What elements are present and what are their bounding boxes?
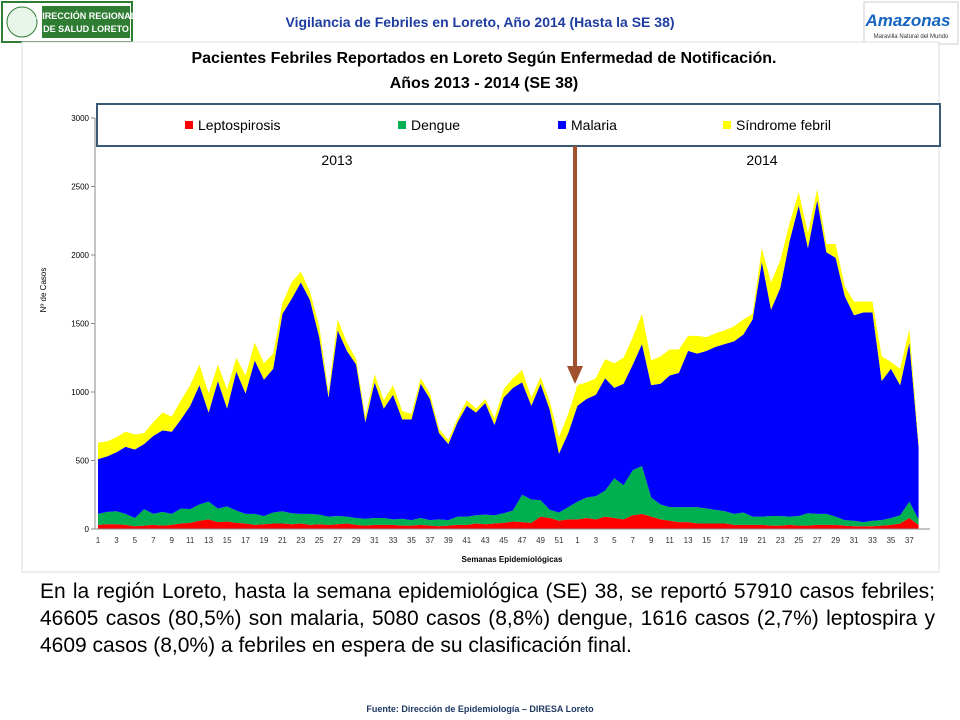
x-tick-label: 35	[407, 536, 416, 545]
chart-subtitle: Años 2013 - 2014 (SE 38)	[390, 75, 579, 92]
x-tick-label: 47	[518, 536, 527, 545]
x-tick-label: 15	[702, 536, 711, 545]
x-tick-label: 29	[831, 536, 840, 545]
x-tick-label: 1	[96, 536, 101, 545]
x-tick-label: 49	[536, 536, 545, 545]
logo-band	[42, 6, 130, 38]
legend-label: Malaria	[571, 117, 617, 133]
legend-swatch	[185, 121, 193, 129]
x-tick-label: 13	[204, 536, 213, 545]
x-tick-label: 19	[260, 536, 269, 545]
x-tick-label: 5	[133, 536, 138, 545]
x-tick-label: 39	[444, 536, 453, 545]
x-tick-label: 31	[370, 536, 379, 545]
y-tick-label: 1000	[71, 388, 89, 397]
x-tick-label: 33	[389, 536, 398, 545]
x-tick-label: 33	[868, 536, 877, 545]
x-tick-label: 43	[481, 536, 490, 545]
x-tick-label: 25	[315, 536, 324, 545]
x-tick-label: 5	[612, 536, 617, 545]
x-tick-label: 19	[739, 536, 748, 545]
year-label: 2013	[321, 152, 352, 168]
x-tick-label: 21	[278, 536, 287, 545]
legend-swatch	[558, 121, 566, 129]
y-tick-label: 500	[76, 457, 90, 466]
x-axis-label: Semanas Epidemiológicas	[462, 555, 563, 564]
x-tick-label: 29	[352, 536, 361, 545]
x-tick-label: 9	[170, 536, 175, 545]
x-tick-label: 15	[223, 536, 232, 545]
summary-text: En la región Loreto, hasta la semana epi…	[40, 580, 935, 657]
legend-label: Dengue	[411, 117, 460, 133]
x-tick-label: 17	[241, 536, 250, 545]
logo-text: DIRECCIÓN REGIONAL	[36, 10, 137, 21]
area	[98, 513, 919, 529]
x-tick-label: 41	[462, 536, 471, 545]
y-axis-label: Nº de Casos	[39, 268, 48, 313]
logo-text: Amazonas	[864, 11, 950, 30]
x-tick-label: 13	[684, 536, 693, 545]
x-tick-label: 11	[665, 536, 674, 545]
legend-swatch	[723, 121, 731, 129]
x-tick-label: 37	[425, 536, 434, 545]
x-tick-label: 35	[886, 536, 895, 545]
x-tick-label: 11	[186, 536, 195, 545]
x-tick-label: 1	[575, 536, 580, 545]
y-tick-label: 2500	[71, 183, 89, 192]
x-tick-label: 51	[555, 536, 564, 545]
x-tick-label: 17	[721, 536, 730, 545]
legend-label: Leptospirosis	[198, 117, 281, 133]
x-tick-label: 9	[649, 536, 654, 545]
x-tick-label: 45	[499, 536, 508, 545]
y-tick-label: 3000	[71, 114, 89, 123]
y-tick-label: 0	[85, 525, 90, 534]
logo-text: DE SALUD LORETO	[43, 24, 129, 34]
x-tick-label: 3	[114, 536, 119, 545]
chart-title: Pacientes Febriles Reportados en Loreto …	[191, 50, 776, 67]
y-tick-label: 2000	[71, 251, 89, 260]
slide: DIRECCIÓN REGIONAL DE SALUD LORETO Vigil…	[1, 1, 959, 573]
x-tick-label: 25	[794, 536, 803, 545]
legend-swatch	[398, 121, 406, 129]
header-title: Vigilancia de Febriles en Loreto, Año 20…	[285, 14, 674, 30]
source: Fuente: Dirección de Epidemiología – DIR…	[366, 704, 594, 714]
logo-emblem	[6, 6, 38, 38]
arrow-head	[567, 366, 583, 384]
legend-box	[96, 103, 941, 147]
logo-right	[863, 1, 959, 45]
x-tick-label: 27	[333, 536, 342, 545]
year-label: 2014	[746, 152, 777, 168]
x-tick-label: 23	[776, 536, 785, 545]
y-tick-label: 1500	[71, 320, 89, 329]
x-tick-label: 21	[757, 536, 766, 545]
logo-text: Maravilla Natural del Mundo	[874, 34, 949, 40]
x-tick-label: 31	[850, 536, 859, 545]
legend-label: Síndrome febril	[736, 117, 831, 133]
x-tick-label: 3	[594, 536, 599, 545]
x-tick-label: 7	[631, 536, 636, 545]
x-tick-label: 7	[151, 536, 156, 545]
area	[98, 465, 919, 527]
x-tick-label: 27	[813, 536, 822, 545]
x-tick-label: 37	[905, 536, 914, 545]
x-tick-label: 23	[296, 536, 305, 545]
area	[98, 200, 919, 523]
